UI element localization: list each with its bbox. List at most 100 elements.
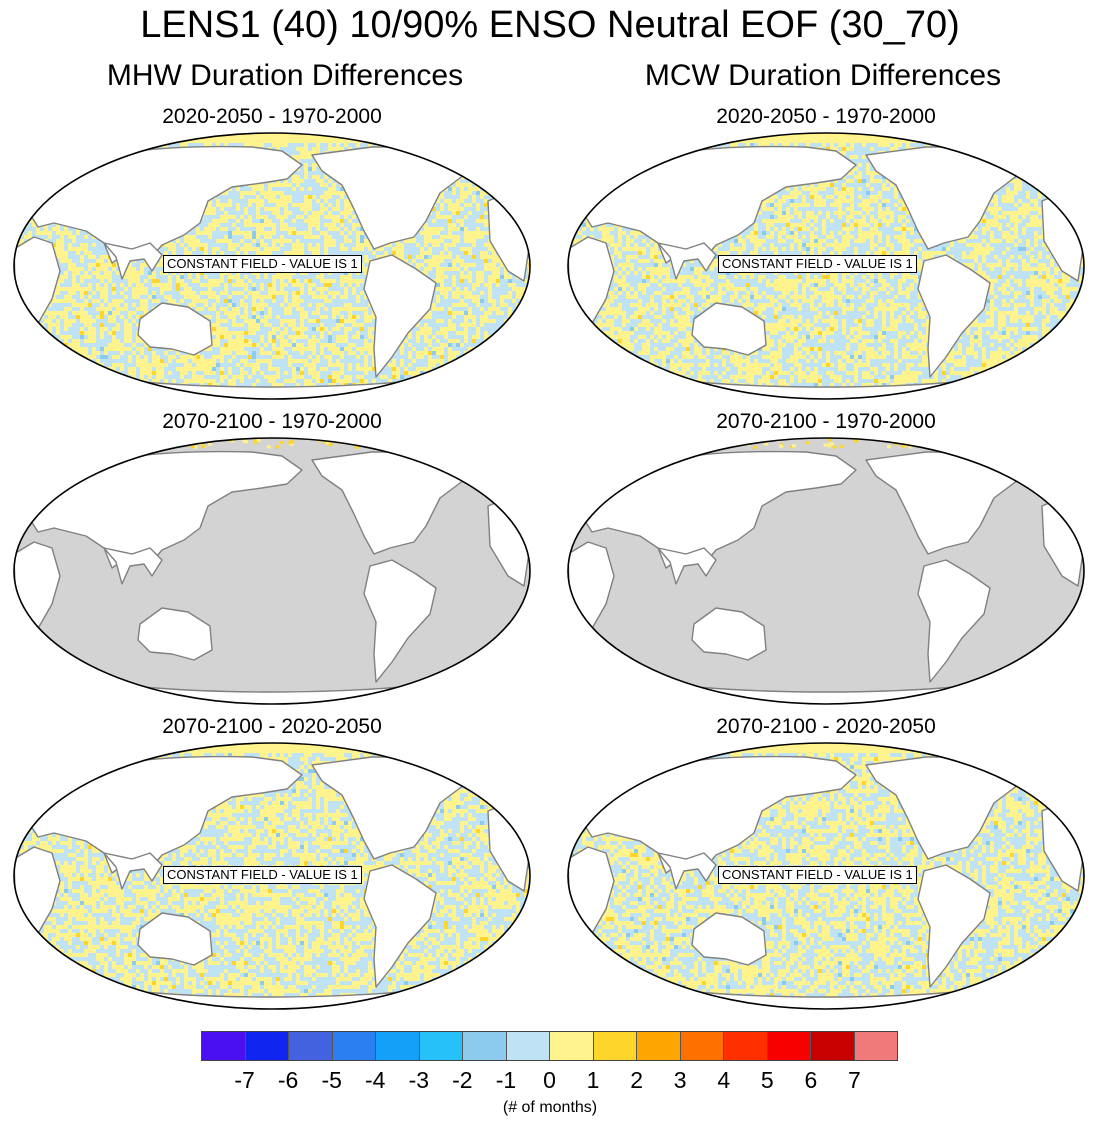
anomaly-cell	[156, 439, 161, 443]
arctic-band	[568, 743, 1084, 753]
arctic-band	[14, 133, 530, 143]
mhw-panel-3-map	[12, 741, 532, 1011]
anomaly-cell	[696, 443, 701, 447]
anomaly-cell	[689, 443, 694, 447]
colorbar-swatch	[593, 1032, 637, 1060]
anomaly-cell	[370, 442, 375, 446]
anomaly-cell	[712, 438, 717, 442]
anomaly-cell	[908, 445, 913, 449]
world-map	[567, 742, 1085, 1010]
anomaly-cell	[256, 438, 261, 442]
world-map	[13, 132, 531, 400]
anomaly-cell	[288, 441, 293, 445]
anomaly-cell	[184, 441, 189, 445]
anomaly-cell	[886, 445, 891, 449]
arctic-band	[568, 133, 1084, 143]
anomaly-cell	[201, 444, 206, 448]
colorbar-tick-label: -7	[234, 1067, 255, 1093]
world-map	[567, 132, 1085, 400]
land-mass	[103, 547, 163, 585]
anomaly-cell	[208, 442, 213, 446]
land-mass	[657, 852, 717, 890]
anomaly-cell	[348, 438, 353, 442]
anomaly-cell	[893, 442, 898, 446]
anomaly-cell	[832, 445, 837, 449]
colorbar-tick-label: 6	[804, 1067, 818, 1093]
anomaly-cell	[138, 440, 143, 444]
land-mass	[103, 242, 163, 280]
colorbar-tick-label: -1	[495, 1067, 517, 1093]
colorbar-tick-label: 0	[543, 1067, 556, 1093]
mhw-column-title: MHW Duration Differences	[106, 59, 464, 92]
anomaly-cell	[183, 439, 188, 443]
world-map	[13, 437, 531, 705]
colorbar-tick-label: 7	[848, 1067, 861, 1093]
colorbar-swatch	[202, 1032, 246, 1060]
colorbar-tick-label: -6	[277, 1067, 299, 1093]
anomaly-cell	[385, 438, 390, 442]
map-frame	[567, 437, 1085, 705]
main-title: LENS1 (40) 10/90% ENSO Neutral EOF (30_7…	[140, 4, 960, 46]
colorbar-tick-label: 1	[586, 1067, 600, 1093]
land-mass	[691, 607, 767, 661]
land-mass	[657, 547, 717, 585]
map-frame	[13, 742, 531, 1010]
anomaly-cell	[143, 445, 148, 449]
land-mass	[137, 607, 213, 661]
mcw-panel-3-constant-label: CONSTANT FIELD - VALUE IS 1	[718, 866, 917, 884]
anomaly-cell	[666, 444, 671, 448]
mcw-panel-1-constant-label: CONSTANT FIELD - VALUE IS 1	[718, 255, 917, 273]
anomaly-cell	[130, 440, 135, 444]
anomaly-cell	[162, 444, 167, 448]
map-frame	[567, 742, 1085, 1010]
anomaly-cell	[734, 440, 739, 444]
anomaly-cell	[854, 438, 859, 442]
colorbar-swatch	[376, 1032, 420, 1060]
anomaly-cell	[401, 442, 406, 446]
mhw-panel-2-title: 2070-2100 - 1970-2000	[162, 410, 382, 433]
anomaly-cell	[425, 438, 430, 442]
colorbar-tick-label: -5	[321, 1067, 342, 1093]
anomaly-cell	[933, 442, 938, 446]
anomaly-cell	[416, 444, 421, 448]
mcw-panel-1-map	[566, 131, 1086, 401]
anomaly-cell	[190, 445, 195, 449]
anomaly-cell	[950, 445, 955, 449]
land-mass	[137, 302, 213, 356]
anomaly-cell	[148, 441, 153, 445]
colorbar-swatch	[854, 1032, 897, 1060]
colorbar-tick-label: -4	[365, 1067, 386, 1093]
anomaly-cell	[974, 440, 979, 444]
anomaly-cell	[289, 442, 294, 446]
colorbar	[201, 1031, 898, 1061]
anomaly-cell	[743, 439, 748, 443]
map-frame	[13, 437, 531, 705]
land-mass	[657, 242, 717, 280]
anomaly-cell	[898, 439, 903, 443]
anomaly-cell	[325, 441, 330, 445]
mcw-panel-2-title: 2070-2100 - 1970-2000	[716, 410, 936, 433]
colorbar-swatch	[332, 1032, 376, 1060]
colorbar-tick-label: -2	[452, 1067, 473, 1093]
anomaly-cell	[380, 438, 385, 442]
colorbar-swatch	[463, 1032, 507, 1060]
colorbar-tick-label: -3	[408, 1067, 430, 1093]
anomaly-cell	[380, 441, 385, 445]
anomaly-cell	[690, 438, 694, 442]
mcw-panel-1-title: 2020-2050 - 1970-2000	[716, 105, 936, 128]
colorbar-swatch	[550, 1032, 594, 1060]
colorbar-tick-label: 4	[717, 1067, 731, 1093]
land-mass	[917, 864, 991, 988]
anomaly-cell	[713, 445, 718, 449]
map-frame	[13, 132, 531, 400]
mhw-panel-3-title: 2070-2100 - 2020-2050	[162, 715, 382, 738]
land-mass	[363, 559, 437, 683]
land-mass	[363, 864, 437, 988]
anomaly-cell	[900, 444, 905, 448]
mhw-panel-1-constant-label: CONSTANT FIELD - VALUE IS 1	[163, 255, 362, 273]
land-mass	[103, 852, 163, 890]
colorbar-swatch	[245, 1032, 289, 1060]
world-map	[13, 742, 531, 1010]
colorbar-tick-label: 2	[630, 1067, 644, 1093]
mhw-panel-3-constant-label: CONSTANT FIELD - VALUE IS 1	[163, 866, 362, 884]
